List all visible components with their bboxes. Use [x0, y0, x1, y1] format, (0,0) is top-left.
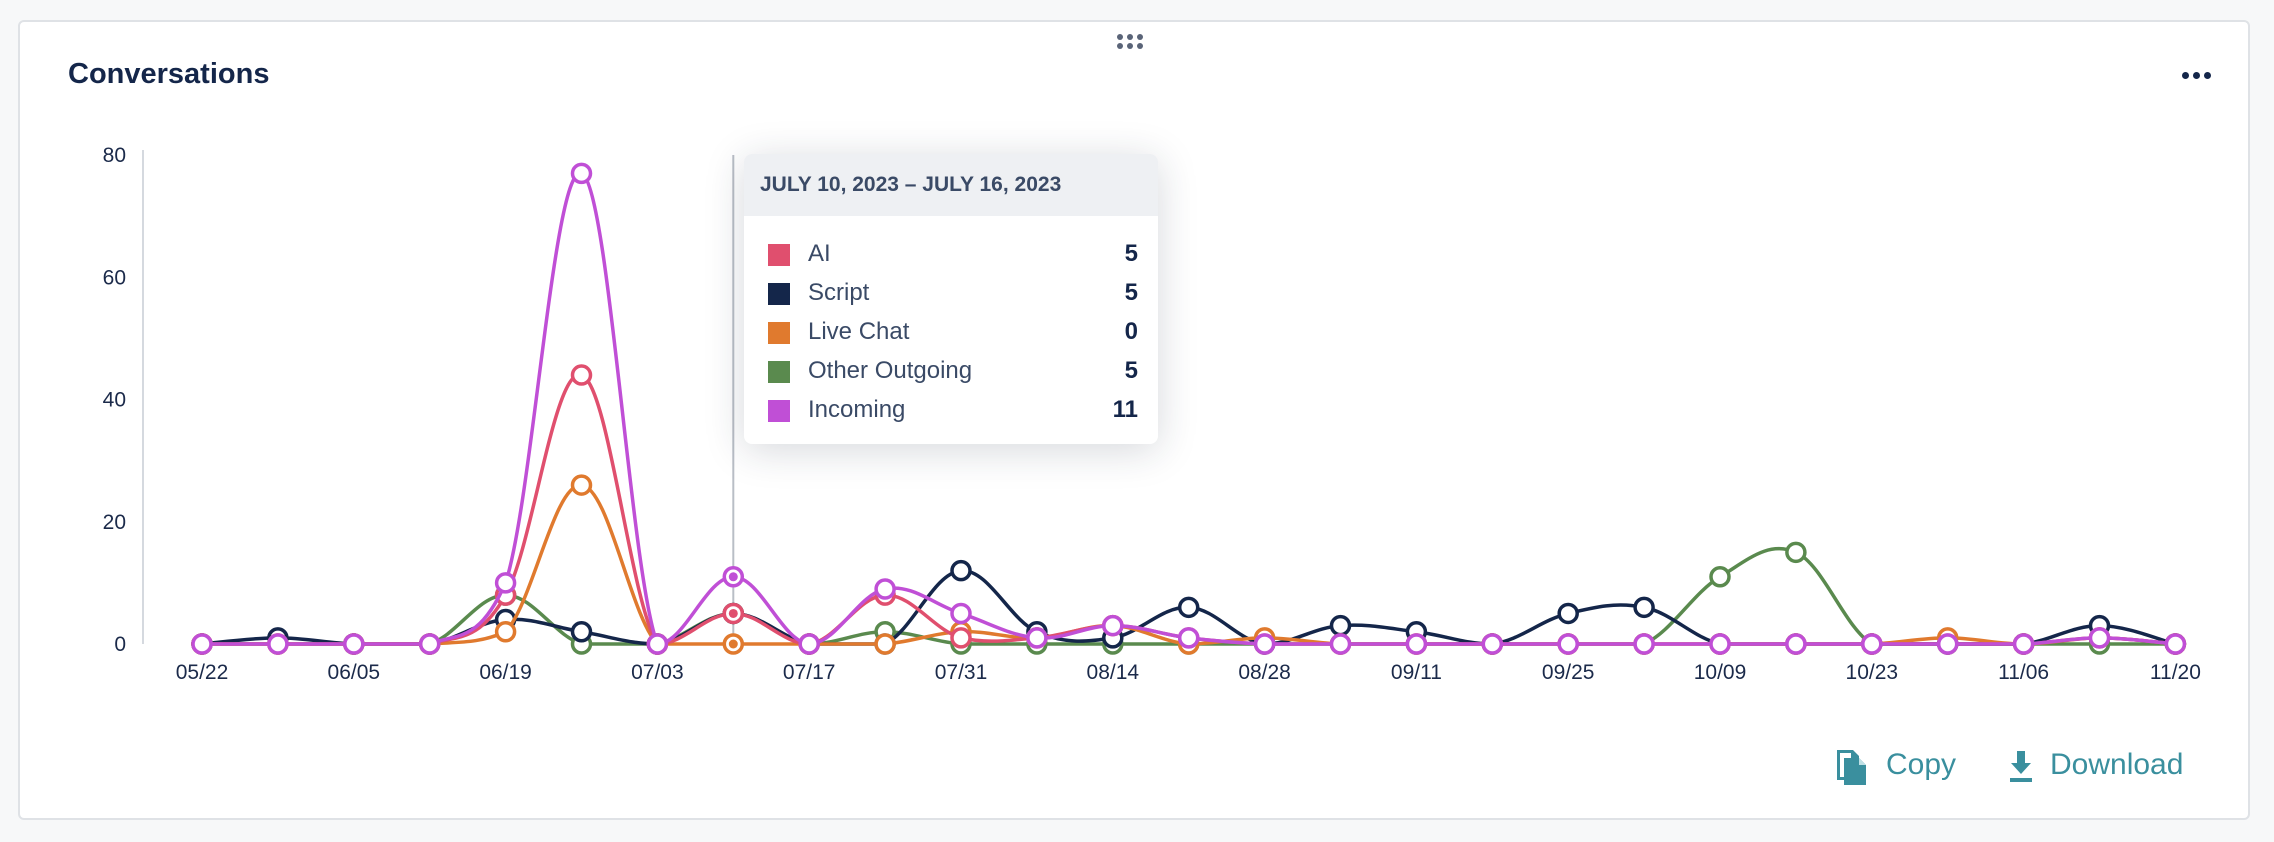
ai-swatch	[768, 244, 790, 266]
data-point-incoming	[1102, 614, 1124, 637]
y-tick-label: 0	[114, 633, 126, 656]
x-tick-label: 07/17	[783, 661, 836, 684]
tooltip-label: AI	[808, 240, 831, 267]
incoming-swatch	[768, 400, 790, 422]
data-point-incoming	[1785, 633, 1807, 655]
data-point-incoming	[1633, 633, 1655, 655]
tooltip-label: Script	[808, 279, 870, 306]
data-point-other-outgoing	[1709, 566, 1731, 588]
data-point-incoming	[1329, 633, 1352, 655]
series-line-incoming	[202, 171, 2176, 646]
data-point-live-chat	[874, 633, 896, 655]
data-point-incoming	[1026, 627, 1048, 649]
tooltip-value: 5	[1124, 279, 1138, 306]
data-point-other-outgoing	[1785, 541, 1807, 564]
other-outgoing-swatch	[768, 361, 790, 383]
data-point-incoming	[1405, 633, 1428, 655]
drag-handle-icon[interactable]	[1114, 32, 1146, 52]
data-point-incoming	[1253, 633, 1276, 655]
x-tick-label: 07/03	[631, 661, 684, 684]
download-button[interactable]: Download	[2006, 746, 2196, 786]
tooltip-value: 5	[1124, 357, 1138, 384]
x-tick-label: 08/14	[1087, 661, 1140, 684]
data-point-incoming	[1709, 633, 1731, 655]
tooltip-label: Other Outgoing	[808, 357, 973, 384]
x-tick-label: 05/22	[176, 661, 229, 684]
data-point-highlight-live-chat	[728, 639, 738, 649]
data-point-highlight-incoming	[728, 572, 738, 582]
y-tick-label: 20	[103, 511, 126, 534]
data-point-incoming	[1861, 633, 1883, 655]
x-tick-label: 09/11	[1391, 661, 1442, 684]
data-point-incoming	[494, 572, 517, 594]
x-tick-label: 07/31	[935, 661, 988, 684]
live-chat-swatch	[768, 322, 790, 344]
data-point-incoming	[267, 633, 289, 655]
x-tick-label: 10/09	[1694, 661, 1747, 684]
x-tick-label: 06/19	[479, 661, 532, 684]
data-point-incoming	[1177, 627, 1200, 649]
chart-tooltip: JULY 10, 2023 – JULY 16, 2023 AI 5 Scrip…	[744, 154, 1158, 444]
data-point-incoming	[646, 633, 669, 655]
tooltip-row-script: Script 5	[768, 279, 1138, 309]
data-point-incoming	[1481, 633, 1504, 655]
tooltip-label: Live Chat	[808, 318, 910, 345]
data-point-ai	[570, 364, 593, 386]
script-swatch	[768, 283, 790, 305]
download-label: Download	[2050, 748, 2184, 781]
tooltip-value: 0	[1124, 318, 1138, 345]
data-point-live-chat	[494, 621, 517, 643]
tooltip-row-incoming: Incoming 11	[768, 396, 1138, 426]
y-tick-label: 80	[103, 144, 126, 167]
copy-label: Copy	[1886, 748, 1957, 781]
data-point-incoming	[418, 633, 441, 655]
tooltip-value: 11	[1112, 396, 1138, 423]
tooltip-row-live-chat: Live Chat 0	[768, 318, 1138, 348]
data-point-incoming	[191, 633, 213, 655]
data-point-incoming	[570, 162, 593, 185]
data-point-incoming	[2164, 633, 2187, 655]
data-point-incoming	[343, 633, 365, 655]
data-point-script	[1329, 614, 1352, 637]
data-point-script	[950, 559, 972, 582]
data-point-script	[1557, 602, 1579, 625]
copy-icon	[1837, 750, 1866, 785]
data-point-incoming	[950, 602, 972, 625]
copy-button[interactable]: Copy	[1834, 746, 1962, 786]
x-tick-label: 06/05	[328, 661, 381, 684]
data-point-script	[570, 621, 593, 643]
x-tick-label: 11/06	[1998, 661, 2049, 684]
card-title: Conversations	[68, 58, 270, 90]
tooltip-label: Incoming	[808, 396, 906, 423]
x-tick-label: 08/28	[1238, 661, 1291, 684]
data-point-live-chat	[570, 474, 593, 496]
x-tick-label: 11/20	[2150, 661, 2201, 684]
y-tick-label: 40	[103, 389, 126, 412]
tooltip-row-ai: AI 5	[768, 240, 1138, 270]
tooltip-date-range: JULY 10, 2023 – JULY 16, 2023	[744, 154, 1158, 216]
data-point-incoming	[1936, 633, 1959, 655]
download-icon	[2010, 751, 2032, 782]
more-options-icon[interactable]	[2180, 60, 2214, 90]
data-point-incoming	[2012, 633, 2035, 655]
data-point-incoming	[1557, 633, 1579, 655]
data-point-script	[1633, 596, 1655, 619]
tooltip-value: 5	[1124, 240, 1138, 267]
x-tick-label: 09/25	[1542, 661, 1595, 684]
data-point-ai	[950, 627, 972, 649]
data-point-incoming	[2088, 627, 2111, 649]
data-point-incoming	[798, 633, 820, 655]
tooltip-row-other-outgoing: Other Outgoing 5	[768, 357, 1138, 387]
data-point-script	[1177, 596, 1200, 619]
x-tick-label: 10/23	[1846, 661, 1899, 684]
data-point-incoming	[874, 578, 896, 600]
data-point-highlight-ai	[728, 608, 738, 618]
y-tick-label: 60	[103, 266, 126, 289]
